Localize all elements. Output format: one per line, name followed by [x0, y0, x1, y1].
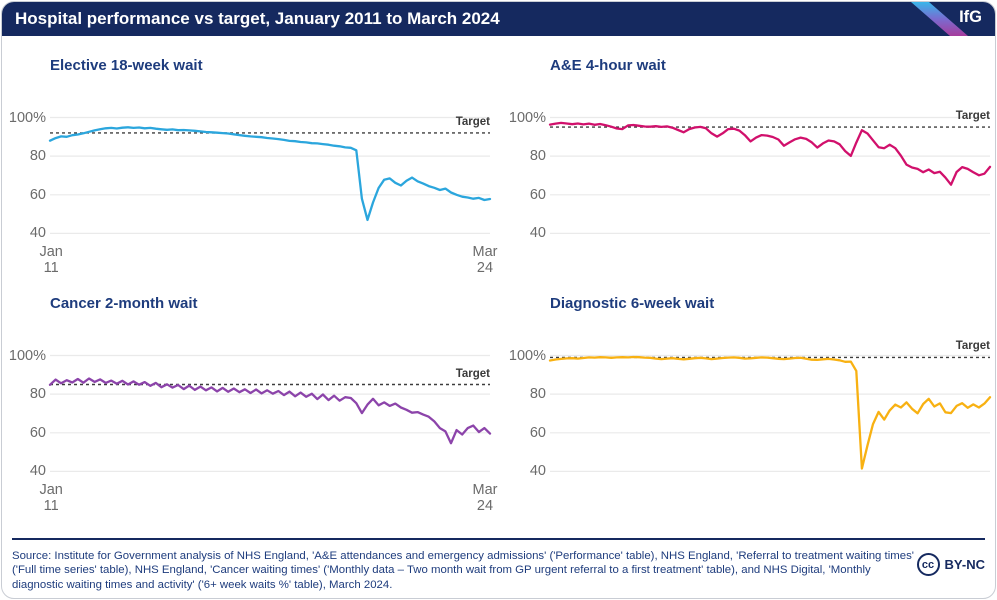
- source-text: Source: Institute for Government analysi…: [12, 550, 914, 591]
- chart-ae-4-hour-wait: A&E 4-hour wait 100% 80 60 40 Target: [508, 51, 994, 252]
- header-bar: Hospital performance vs target, January …: [2, 2, 995, 36]
- line-chart-svg: [48, 116, 492, 234]
- plot: Target: [48, 102, 492, 252]
- line-chart-svg: [548, 116, 992, 234]
- y-tick-label: 40: [529, 225, 546, 242]
- y-tick-label: 60: [529, 424, 546, 441]
- target-annotation: Target: [955, 340, 990, 353]
- target-annotation: Target: [455, 115, 490, 128]
- y-tick-label: 100%: [8, 109, 46, 126]
- plot-area: 100% 80 60 40 Target Jan 11 Mar 24: [8, 102, 498, 277]
- y-tick-label: 100%: [508, 347, 546, 364]
- line-chart-svg: [548, 354, 992, 472]
- y-tick-label: 60: [29, 186, 46, 203]
- chart-elective-18-week-wait: Elective 18-week wait 100% 80 60 40 Target …: [8, 51, 498, 277]
- y-tick-label: 40: [29, 225, 46, 242]
- y-tick-label: 80: [29, 386, 46, 403]
- y-tick-label: 60: [29, 424, 46, 441]
- series-line: [48, 126, 492, 222]
- plot-area: 100% 80 60 40 Target Jan 11 Mar 24: [8, 340, 498, 515]
- chart-diagnostic-6-week-wait: Diagnostic 6-week wait 100% 80 60 40 Target: [508, 289, 994, 490]
- y-tick-label: 100%: [8, 347, 46, 364]
- y-tick-label: 40: [29, 463, 46, 480]
- series-line: [548, 355, 992, 470]
- cc-license-badge: cc BY-NC: [916, 553, 985, 576]
- license-label: BY-NC: [944, 557, 985, 572]
- plot: Target: [548, 340, 992, 490]
- y-axis-labels: 100% 80 60 40: [8, 340, 46, 490]
- y-tick-label: 80: [29, 148, 46, 165]
- y-axis-labels: 100% 80 60 40: [508, 340, 546, 490]
- y-tick-label: 100%: [508, 109, 546, 126]
- ifg-logo: IfG: [903, 2, 995, 36]
- chart-cancer-2-month-wait: Cancer 2-month wait 100% 80 60 40 Target Ja…: [8, 289, 498, 515]
- chart-title: Cancer 2-month wait: [50, 295, 198, 312]
- plot: Target: [48, 340, 492, 490]
- series-line: [548, 121, 992, 186]
- footer: Source: Institute for Government analysi…: [12, 538, 985, 592]
- target-annotation: Target: [955, 110, 990, 123]
- x-tick-last: Mar 24: [472, 482, 498, 514]
- chart-title: A&E 4-hour wait: [550, 57, 666, 74]
- page-title: Hospital performance vs target, January …: [15, 9, 500, 28]
- plot-area: 100% 80 60 40 Target: [508, 340, 994, 490]
- logo-text: IfG: [959, 8, 982, 26]
- x-axis-labels: Jan 11 Mar 24: [39, 482, 497, 518]
- y-tick-label: 80: [529, 148, 546, 165]
- plot: Target: [548, 102, 992, 252]
- target-annotation: Target: [455, 367, 490, 380]
- x-tick-last: Mar 24: [472, 244, 498, 276]
- y-tick-label: 60: [529, 186, 546, 203]
- chart-title: Elective 18-week wait: [50, 57, 203, 74]
- x-tick-first: Jan 11: [39, 244, 63, 276]
- line-chart-svg: [48, 354, 492, 472]
- y-tick-label: 40: [529, 463, 546, 480]
- y-tick-label: 80: [529, 386, 546, 403]
- cc-icon: cc: [916, 553, 940, 576]
- series-line: [48, 377, 492, 445]
- x-tick-first: Jan 11: [39, 482, 63, 514]
- x-axis-labels: Jan 11 Mar 24: [39, 244, 497, 280]
- logo-stripe-icon: [911, 2, 968, 36]
- plot-area: 100% 80 60 40 Target: [508, 102, 994, 252]
- chart-title: Diagnostic 6-week wait: [550, 295, 715, 312]
- y-axis-labels: 100% 80 60 40: [508, 102, 546, 252]
- y-axis-labels: 100% 80 60 40: [8, 102, 46, 252]
